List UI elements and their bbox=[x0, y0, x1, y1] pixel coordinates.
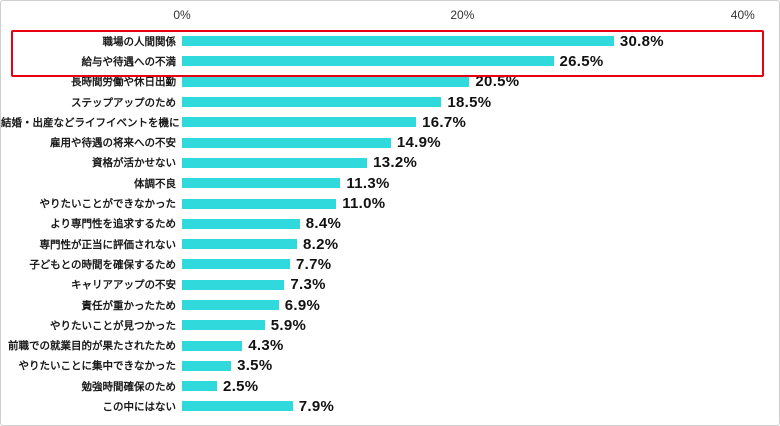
value-label: 26.5% bbox=[559, 52, 604, 70]
value-label: 4.3% bbox=[248, 337, 284, 355]
x-axis-tick: 0% bbox=[173, 8, 191, 22]
bar-row: 結婚・出産などライフイベントを機に 16.7% bbox=[1, 112, 779, 132]
bar bbox=[182, 157, 368, 168]
category-label: 給与や待遇への不満 bbox=[81, 55, 177, 68]
bar bbox=[182, 320, 265, 331]
category-label: この中にはない bbox=[102, 400, 177, 413]
category-label: 体調不良 bbox=[134, 177, 176, 190]
category-label: より専門性を追求するため bbox=[50, 218, 176, 231]
bar-row: やりたいことに集中できなかった 3.5% bbox=[1, 356, 779, 376]
category-label: キャリアアップの不安 bbox=[71, 279, 176, 292]
value-label: 16.7% bbox=[422, 113, 467, 131]
category-label: 雇用や待遇の将来への不安 bbox=[50, 137, 176, 150]
bar-row: 前職での就業目的が果たされたため 4.3% bbox=[1, 335, 779, 355]
bar bbox=[182, 360, 232, 371]
category-label: 勉強時間確保のため bbox=[81, 380, 177, 393]
value-label: 18.5% bbox=[447, 93, 492, 111]
category-label: 責任が重かったため bbox=[81, 299, 177, 312]
bar-row: やりたいことが見つかった 5.9% bbox=[1, 315, 779, 335]
value-label: 5.9% bbox=[270, 316, 307, 334]
bar bbox=[182, 401, 293, 412]
bar bbox=[182, 198, 337, 209]
category-label: やりたいことができなかった bbox=[39, 198, 177, 211]
bar-row: 長時間労働や休日出勤 20.5% bbox=[1, 72, 779, 92]
bar bbox=[182, 117, 417, 128]
bar bbox=[182, 279, 285, 290]
bar bbox=[182, 381, 218, 392]
bar-row: この中にはない 7.9% bbox=[1, 396, 779, 416]
category-label: 子どもとの時間を確保するため bbox=[29, 258, 176, 271]
category-label: ステップアップのため bbox=[71, 96, 176, 109]
bar bbox=[182, 56, 554, 67]
bar-row: 子どもとの時間を確保するため 7.7% bbox=[1, 254, 779, 274]
value-label: 2.5% bbox=[223, 377, 259, 395]
bar bbox=[182, 97, 442, 108]
bar bbox=[182, 36, 614, 47]
bar-row: 雇用や待遇の将来への不安 14.9% bbox=[1, 132, 779, 152]
category-label: 前職での就業目的が果たされたため bbox=[8, 340, 176, 353]
value-label: 13.2% bbox=[373, 154, 418, 172]
bar bbox=[182, 340, 243, 351]
value-label: 20.5% bbox=[475, 73, 520, 91]
x-axis-tick: 20% bbox=[450, 8, 475, 22]
value-label: 7.9% bbox=[298, 397, 335, 415]
bar-row: 体調不良 11.3% bbox=[1, 173, 779, 193]
bar-row: 職場の人間関係 30.8% bbox=[1, 31, 779, 51]
bar-row: やりたいことができなかった 11.0% bbox=[1, 193, 779, 213]
bar bbox=[182, 218, 300, 229]
category-label: 職場の人間関係 bbox=[102, 35, 177, 48]
bar-row: 勉強時間確保のため 2.5% bbox=[1, 376, 779, 396]
bar-row: 専門性が正当に評価されない 8.2% bbox=[1, 234, 779, 254]
bar bbox=[182, 259, 290, 270]
category-label: 資格が活かせない bbox=[92, 157, 176, 170]
bar-row: 資格が活かせない 13.2% bbox=[1, 153, 779, 173]
bar-row: 給与や待遇への不満 26.5% bbox=[1, 51, 779, 71]
value-label: 11.3% bbox=[346, 174, 390, 192]
x-axis-tick: 40% bbox=[730, 8, 755, 22]
bar bbox=[182, 178, 341, 189]
value-label: 7.7% bbox=[295, 255, 332, 273]
value-label: 14.9% bbox=[396, 134, 441, 152]
bar-rows: 職場の人間関係 30.8% 給与や待遇への不満 26.5% 長時間労働や休日出勤 20.5… bbox=[1, 31, 779, 417]
value-label: 30.8% bbox=[619, 32, 664, 50]
category-label: 専門性が正当に評価されない bbox=[39, 238, 177, 251]
bar-row: キャリアアップの不安 7.3% bbox=[1, 275, 779, 295]
bar bbox=[182, 137, 391, 148]
bar bbox=[182, 239, 297, 250]
value-label: 11.0% bbox=[342, 195, 386, 213]
value-label: 3.5% bbox=[237, 357, 273, 375]
category-label: やりたいことに集中できなかった bbox=[18, 360, 177, 373]
value-label: 7.3% bbox=[290, 276, 326, 294]
category-label: 長時間労働や休日出勤 bbox=[71, 76, 176, 89]
bar bbox=[182, 300, 279, 310]
bar bbox=[182, 76, 470, 87]
bar-row: より専門性を追求するため 8.4% bbox=[1, 214, 779, 234]
value-label: 6.9% bbox=[284, 296, 321, 314]
category-label: 結婚・出産などライフイベントを機に bbox=[1, 116, 180, 129]
bar-row: 責任が重かったため 6.9% bbox=[1, 295, 779, 315]
value-label: 8.4% bbox=[305, 215, 342, 233]
category-label: やりたいことが見つかった bbox=[50, 319, 176, 332]
bar-row: ステップアップのため 18.5% bbox=[1, 92, 779, 112]
value-label: 8.2% bbox=[302, 235, 339, 253]
